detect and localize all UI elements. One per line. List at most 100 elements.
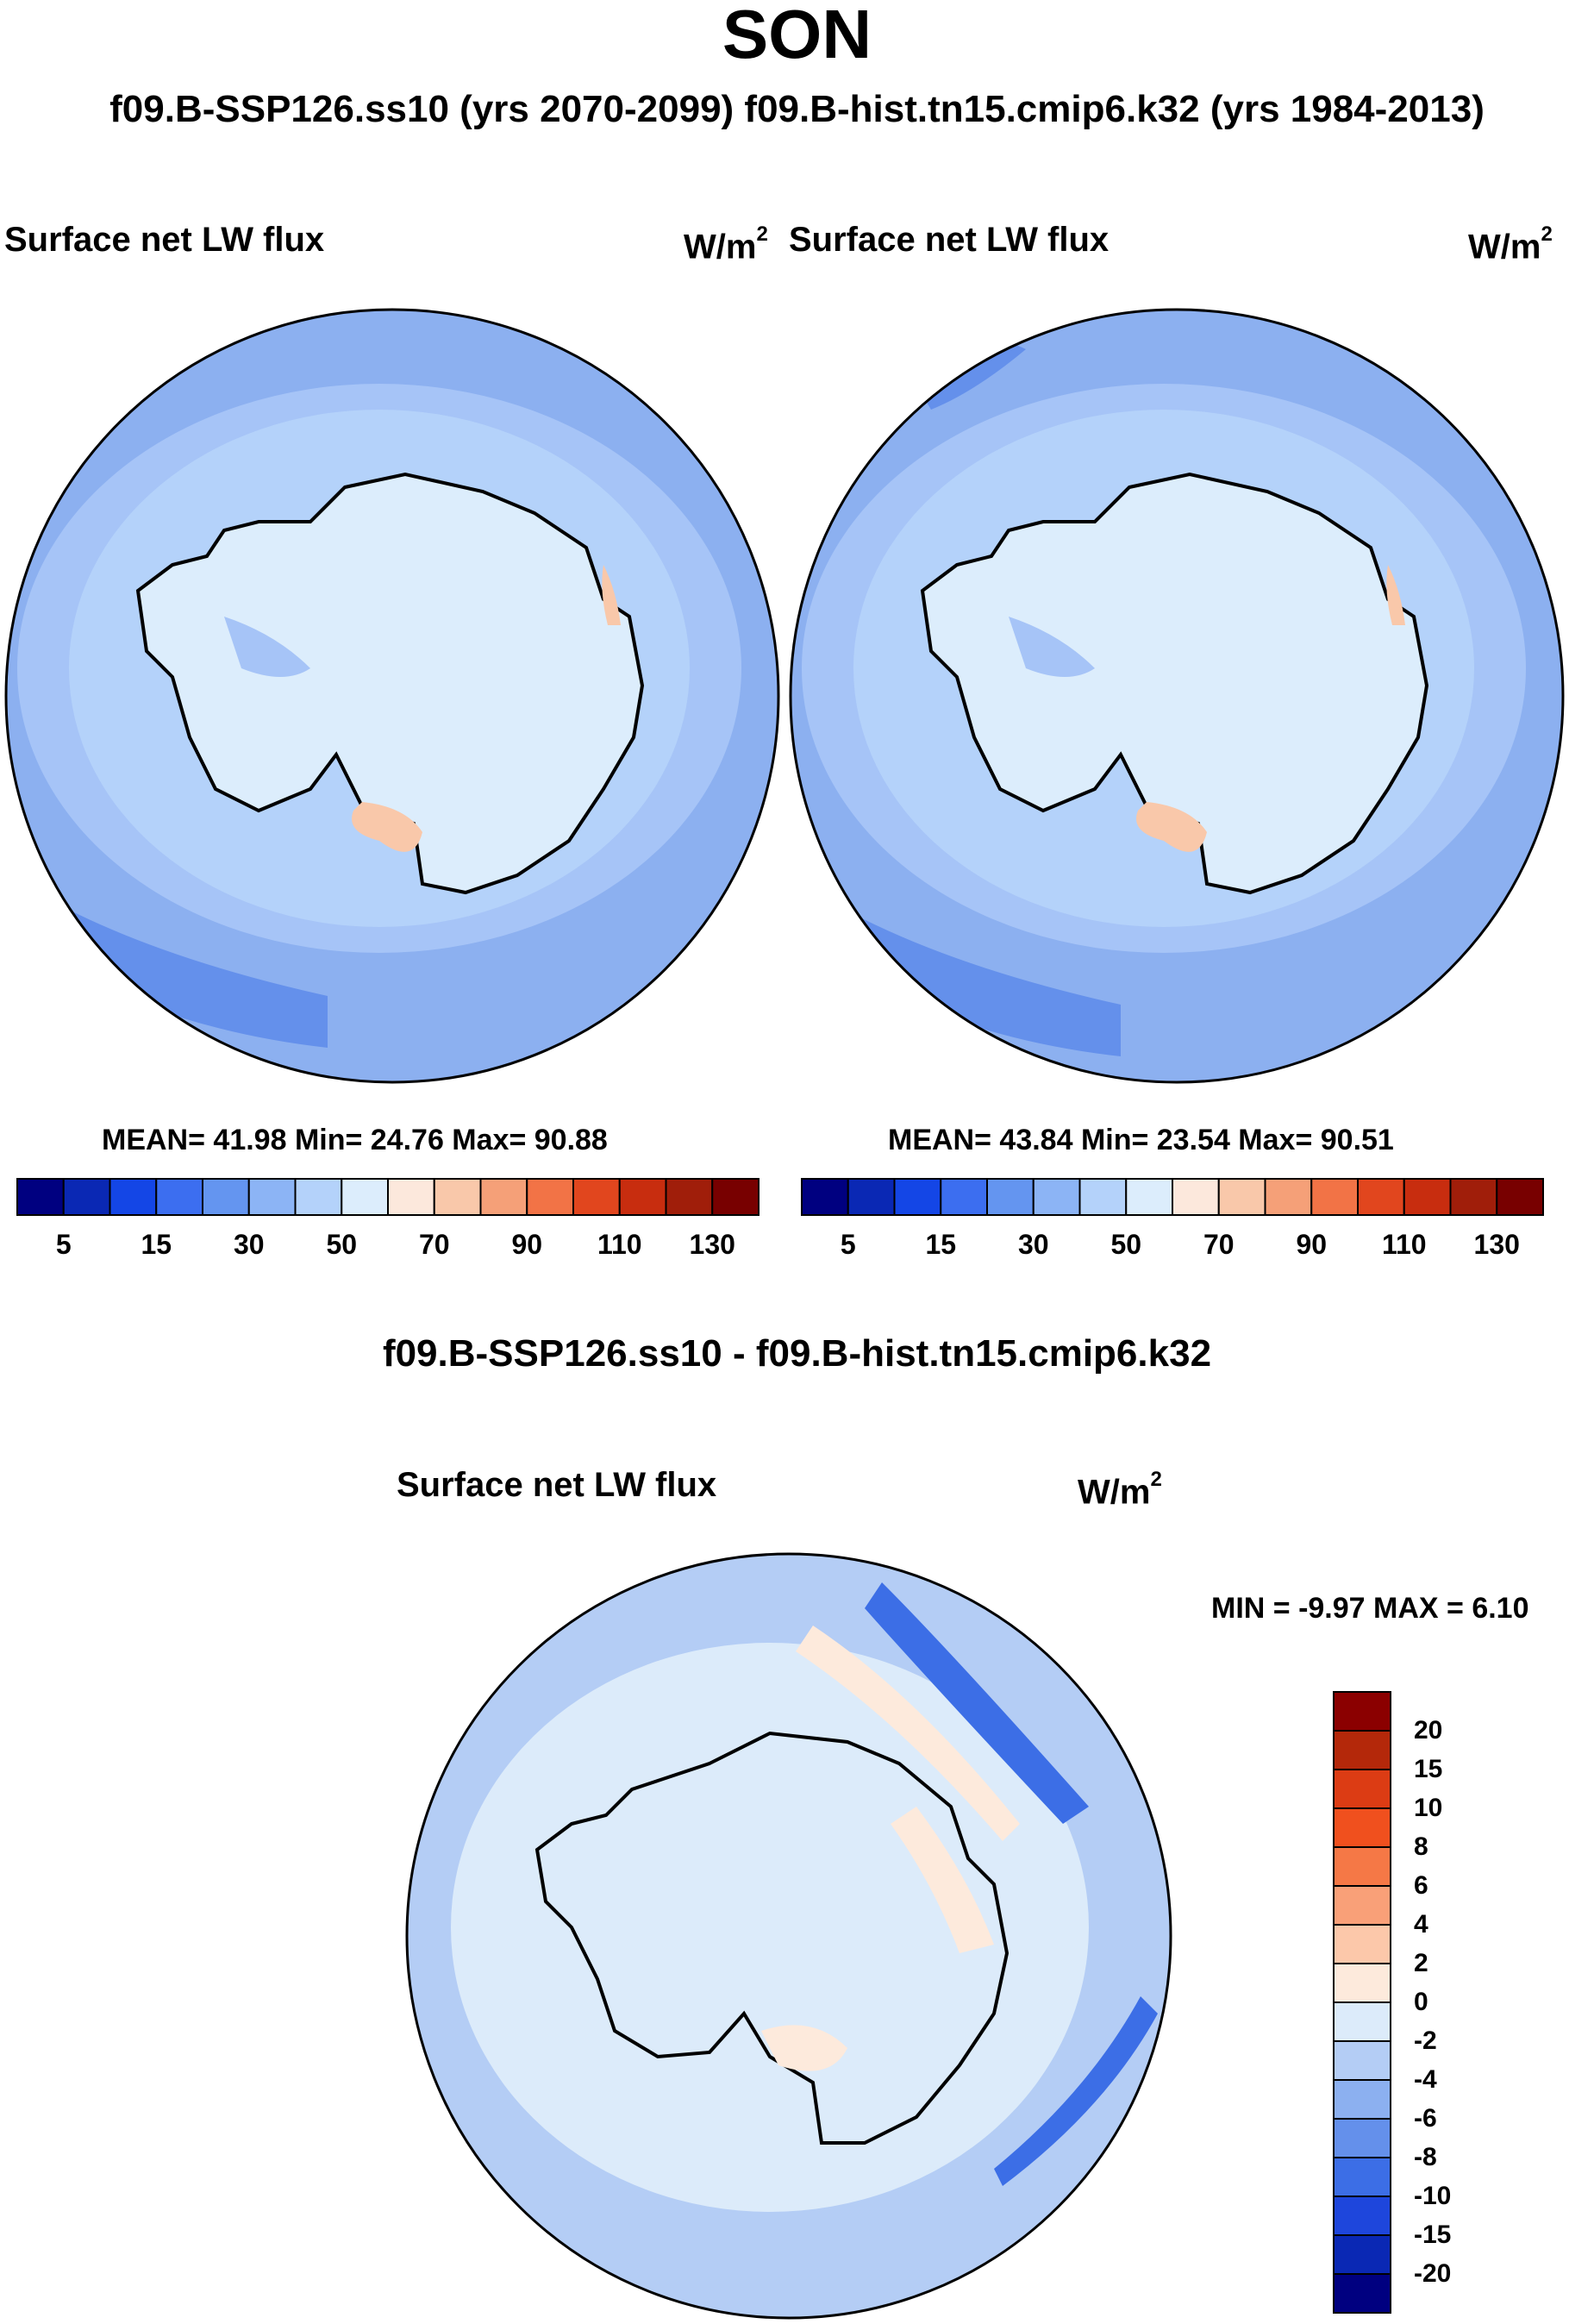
colorbar-swatch [893,1178,942,1216]
map1-cool-patch [224,617,310,677]
main-title: SON [722,0,872,72]
colorbar-tick-label: -15 [1414,2221,1452,2249]
diffmap-neg-streak-right [994,1996,1158,2186]
colorbar-swatch [294,1178,343,1216]
colorbar-tick-label: 90 [1296,1229,1328,1260]
map1-warm-coast [602,565,621,625]
diffmap-neg-streak-top [865,1582,1089,1824]
panel2-stats: MEAN= 43.84 Min= 23.54 Max= 90.51 [888,1124,1394,1156]
colorbar-tick-label: -20 [1414,2259,1452,2288]
colorbar-swatch [1403,1178,1452,1216]
colorbar-swatch [1333,1846,1391,1887]
colorbar-tick-label: 50 [1110,1229,1142,1260]
colorbar-tick-label: 5 [840,1229,856,1260]
colorbar-tick-label: -10 [1414,2182,1452,2210]
colorbar-tick-label: 110 [1381,1229,1427,1260]
colorbar-swatch [847,1178,896,1216]
colorbar-swatch [1333,2001,1391,2042]
colorbar-swatch [1333,1807,1391,1848]
colorbar-swatch [1333,1691,1391,1732]
panel2-units: W/m2 [1468,222,1553,266]
colorbar-swatch [1333,2040,1391,2081]
panel1-units: W/m2 [684,222,768,266]
diff-panel-stats: MIN = -9.97 MAX = 6.10 [1211,1592,1529,1625]
map-panel-difference [405,1552,1172,2320]
colorbar-tick-label: 5 [55,1229,72,1260]
colorbar-swatch [526,1178,574,1216]
colorbar-tick-label: 2 [1414,1949,1428,1977]
diffmap-continent [534,1731,1010,2145]
colorbar-swatch [1449,1178,1498,1216]
difference-title: f09.B-SSP126.ss10 - f09.B-hist.tn15.cmip… [382,1332,1212,1375]
colorbar-tick-label: 70 [1203,1229,1235,1260]
colorbar-swatch [387,1178,435,1216]
colorbar-tick-label: -2 [1414,2026,1437,2055]
colorbar-swatch [711,1178,759,1216]
colorbar-tick-label: 0 [1414,1988,1428,2016]
map1-warm-region [352,802,422,852]
colorbar-swatch [1310,1178,1359,1216]
colorbar-swatch [940,1178,988,1216]
colorbar-tick-label: 6 [1414,1871,1428,1900]
colorbar-tick-label: 15 [1414,1755,1443,1783]
colorbar-swatch [433,1178,482,1216]
panel2-label: Surface net LW flux [789,221,1110,259]
colorbar-swatch [1496,1178,1544,1216]
colorbar-swatch [618,1178,667,1216]
colorbar-swatch [247,1178,297,1216]
colorbar-swatch [1172,1178,1220,1216]
colorbar-panel-1 [16,1178,759,1216]
colorbar-tick-label: 130 [1473,1229,1520,1260]
colorbar-swatch [1264,1178,1313,1216]
colorbar-swatch [1333,2118,1391,2158]
diff-panel-label: Surface net LW flux [397,1466,717,1504]
colorbar-swatch [1333,1963,1391,2003]
colorbar-swatch [155,1178,203,1216]
map-panel-2 [789,308,1565,1084]
colorbar-swatch [1032,1178,1081,1216]
colorbar-swatch [1333,1885,1391,1926]
colorbar-tick-label: 110 [597,1229,642,1260]
colorbar-swatch [986,1178,1035,1216]
map1-low-band-bottom [52,910,328,1048]
colorbar-swatch [1333,2234,1391,2275]
colorbar-swatch [1333,1730,1391,1770]
colorbar-tick-label: -8 [1414,2143,1437,2171]
colorbar-tick-label: -6 [1414,2104,1437,2133]
colorbar-swatch [1333,1769,1391,1809]
panel1-stats: MEAN= 41.98 Min= 24.76 Max= 90.88 [102,1124,608,1156]
colorbar-swatch [1357,1178,1405,1216]
colorbar-swatch [109,1178,158,1216]
colorbar-tick-label: 90 [511,1229,543,1260]
colorbar-swatch [801,1178,849,1216]
colorbar-tick-label: 70 [418,1229,450,1260]
colorbar-tick-label: 30 [233,1229,265,1260]
map2-low-band-bottom [845,918,1121,1056]
colorbar-swatch [572,1178,621,1216]
colorbar-swatch [16,1178,65,1216]
colorbar-swatch [62,1178,111,1216]
subtitle: f09.B-SSP126.ss10 (yrs 2070-2099) f09.B-… [109,88,1485,130]
panel1-label: Surface net LW flux [4,221,325,259]
colorbar-tick-label: 4 [1414,1910,1428,1939]
colorbar-difference [1333,1691,1391,2314]
diff-panel-units: W/m2 [1078,1468,1162,1512]
colorbar-swatch [479,1178,528,1216]
colorbar-tick-label: 30 [1017,1229,1049,1260]
colorbar-swatch [1333,2196,1391,2236]
map2-warm-coast [1386,565,1405,625]
colorbar-tick-label: 15 [141,1229,172,1260]
colorbar-panel-2 [801,1178,1544,1216]
colorbar-tick-label: 8 [1414,1832,1428,1861]
colorbar-swatch [1125,1178,1173,1216]
colorbar-tick-label: 20 [1414,1716,1443,1745]
colorbar-swatch [202,1178,250,1216]
colorbar-tick-label: 130 [689,1229,735,1260]
map2-warm-region [1136,802,1207,852]
colorbar-swatch [1217,1178,1266,1216]
colorbar-swatch [1333,2157,1391,2197]
diffmap-warm-interior [761,2025,847,2071]
colorbar-swatch [1333,2079,1391,2120]
diffmap-warm-coast [891,1807,994,1953]
colorbar-tick-label: 15 [925,1229,957,1260]
